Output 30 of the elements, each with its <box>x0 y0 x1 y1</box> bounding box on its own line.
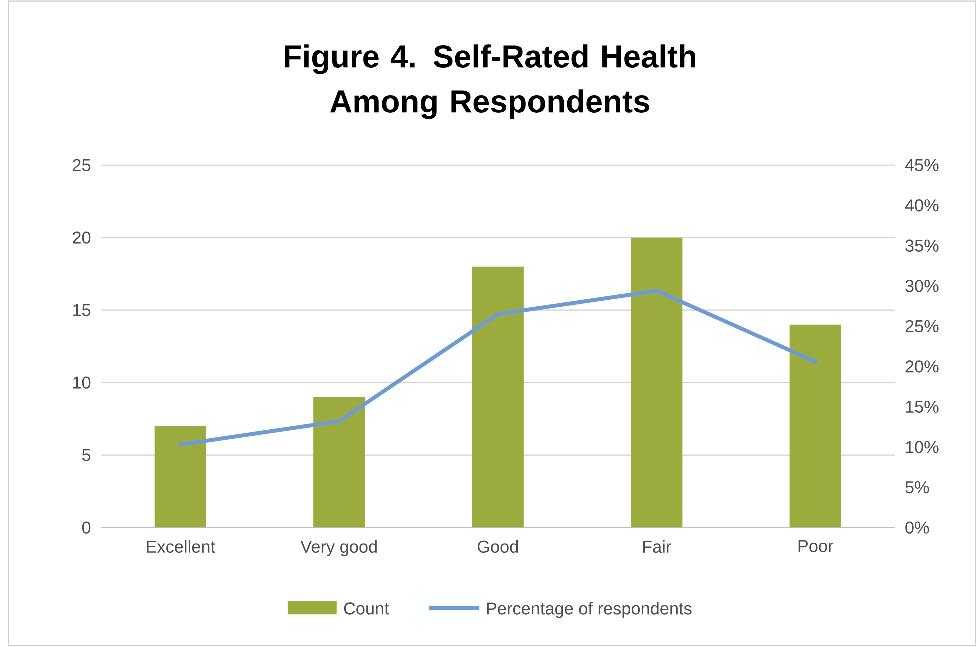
x-tick-label: Excellent <box>147 540 216 554</box>
y2-tick-label: 0% <box>906 522 930 534</box>
y2-tick-label: 20% <box>906 360 939 373</box>
y2-tick-label: 25% <box>906 320 939 333</box>
y2-tick-label: 35% <box>906 240 939 252</box>
legend-label: Count <box>344 602 390 615</box>
chart-title: Figure 4. Self-Rated Health Among Respondents <box>285 44 696 120</box>
y-tick-label: 10 <box>73 376 91 389</box>
y-tick-label: 15 <box>73 304 91 316</box>
bar <box>154 426 206 528</box>
y2-tick-label: 10% <box>906 441 939 454</box>
bar <box>631 238 683 528</box>
y2-tick-label: 45% <box>905 159 939 172</box>
y2-tick-label: 15% <box>906 401 939 414</box>
x-tick-label: Good <box>478 540 518 554</box>
y-tick-label: 5 <box>82 449 91 462</box>
line-series <box>178 289 818 447</box>
legend-label: Percentage of respondents <box>487 602 692 618</box>
y2-tick-label: 40% <box>905 200 939 212</box>
y2-tick-label: 5% <box>906 482 930 494</box>
y-tick-label: 0 <box>82 522 91 534</box>
y2-tick-label: 30% <box>906 280 939 292</box>
bar <box>472 266 524 528</box>
bar <box>314 397 366 528</box>
x-tick-label: Fair <box>643 540 672 554</box>
bar <box>790 324 842 528</box>
x-tick-label: Poor <box>798 540 834 552</box>
y-tick-label: 20 <box>73 232 91 244</box>
x-tick-label: Very good <box>300 540 377 557</box>
y-tick-label: 25 <box>73 159 91 172</box>
